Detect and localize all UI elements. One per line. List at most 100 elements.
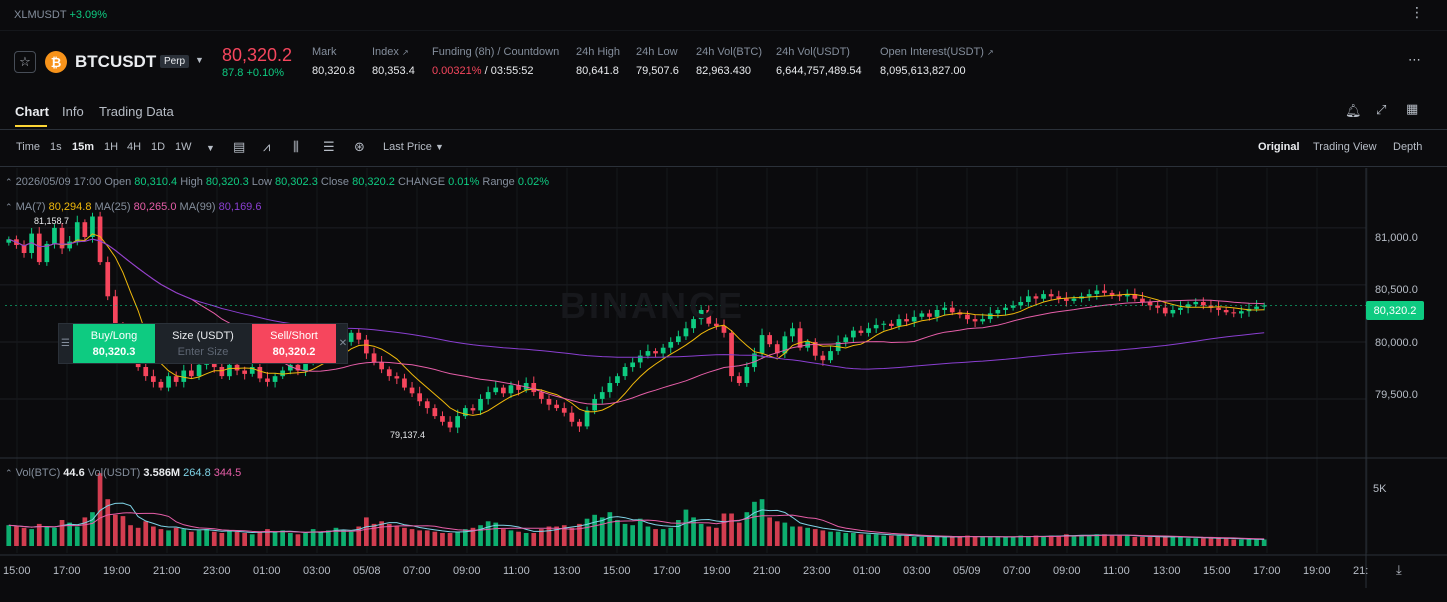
vol-tick-label: 5K <box>1373 483 1387 495</box>
candle-body <box>851 330 856 338</box>
candle-body <box>1239 311 1244 314</box>
candle-body <box>584 410 590 427</box>
view-depth[interactable]: Depth <box>1393 141 1423 153</box>
candle-body <box>379 362 384 370</box>
collapse-icon[interactable]: ⌃ <box>5 202 13 212</box>
candle-body <box>949 307 955 313</box>
interval-1d[interactable]: 1D <box>151 141 166 153</box>
tab-info[interactable]: Info <box>62 104 84 119</box>
candle-body <box>151 376 156 382</box>
interval-15m[interactable]: 15m <box>72 141 95 153</box>
volume-bar <box>1109 535 1115 546</box>
price-type-select[interactable]: Last Price ▼ <box>383 141 444 153</box>
interval-dropdown-icon[interactable]: ▼ <box>206 143 215 153</box>
ohlc-info-row: ⌃ 2026/05/09 17:00 Open 80,310.4 High 80… <box>5 176 549 188</box>
volume-bar <box>896 535 902 546</box>
current-price-tag: 80,320.2 <box>1366 301 1424 320</box>
volume-bar <box>736 522 742 546</box>
volume-bar <box>1041 536 1046 546</box>
candle-body <box>67 241 72 249</box>
collapse-icon[interactable]: ⌃ <box>5 468 13 478</box>
close-icon[interactable]: ✕ <box>338 338 348 349</box>
volume-bar <box>851 533 856 546</box>
view-trading-view[interactable]: Trading View <box>1313 141 1377 153</box>
candle-body <box>227 364 232 377</box>
candle-body <box>295 364 301 371</box>
candles-icon[interactable]: ⫼ <box>293 139 299 154</box>
calendar-icon[interactable]: ▤ <box>233 139 246 154</box>
stat-label: Index <box>372 46 399 58</box>
candle-body <box>1117 295 1122 297</box>
drag-handle-icon[interactable]: ☰ <box>61 338 70 349</box>
candle-body <box>493 387 499 393</box>
x-tick-label: 23:00 <box>203 565 231 577</box>
volume-bar <box>478 525 483 546</box>
candle-body <box>691 319 696 329</box>
interval-1s[interactable]: 1s <box>50 141 62 153</box>
volume-bar <box>379 521 384 546</box>
volume-bar <box>904 535 909 546</box>
candle-body <box>1140 298 1145 302</box>
ma7-line <box>8 233 1265 416</box>
vol-ma1-value: 264.8 <box>183 467 211 479</box>
external-link-icon[interactable]: ↗ <box>986 48 994 57</box>
size-input[interactable]: Size (USDT) Enter Size <box>155 324 251 363</box>
x-tick-label: 05/09 <box>953 565 981 577</box>
interval-4h[interactable]: 4H <box>127 141 142 153</box>
ticker-strip-item[interactable]: XLMUSDT +3.09% <box>14 9 107 21</box>
fullscreen-icon[interactable]: ⤢ <box>1376 102 1387 117</box>
favorite-star-icon[interactable]: ☆ <box>14 51 36 73</box>
candle-body <box>272 376 278 382</box>
x-tick-label: 03:00 <box>303 565 331 577</box>
candle-body <box>1155 305 1160 308</box>
collapse-icon[interactable]: ⌃ <box>5 177 13 187</box>
volume-bar <box>485 521 491 546</box>
candle-body <box>440 416 445 422</box>
external-link-icon[interactable]: ↗ <box>401 48 409 57</box>
candle-body <box>744 367 750 383</box>
stat-label: 24h High <box>576 46 621 58</box>
indicators-icon[interactable]: ☰ <box>323 139 335 154</box>
tab-trading-data[interactable]: Trading Data <box>99 104 174 119</box>
candle-body <box>1185 304 1191 308</box>
candle-body <box>242 370 247 374</box>
vol-ma2-value: 344.5 <box>213 467 242 479</box>
volume-bar <box>774 521 780 546</box>
candle-body <box>501 387 506 394</box>
volume-bar <box>128 525 133 546</box>
tab-chart[interactable]: Chart <box>15 104 49 119</box>
sell-short-button[interactable]: Sell/Short 80,320.2 <box>252 324 336 363</box>
interval-time[interactable]: Time <box>16 141 41 153</box>
bell-icon[interactable]: 🔔︎ <box>1345 103 1362 118</box>
symbol-name[interactable]: BTCUSDT <box>75 52 157 71</box>
candle-body <box>158 381 164 388</box>
ma99-label: MA(99) <box>179 201 216 213</box>
candle-body <box>1018 302 1024 306</box>
stat-value: 79,507.6 <box>636 65 679 77</box>
volume-bar <box>805 527 810 546</box>
view-original[interactable]: Original <box>1258 141 1300 153</box>
candle-body <box>1048 294 1054 297</box>
interval-1h[interactable]: 1H <box>104 141 119 153</box>
candle-body <box>645 351 651 356</box>
vol-btc-label: Vol(BTC) <box>15 467 61 479</box>
candle-body <box>1041 294 1046 299</box>
layout-grid-icon[interactable]: ▦ <box>1406 101 1419 116</box>
volume-bar <box>934 536 940 546</box>
x-tick-label: 03:00 <box>903 565 931 577</box>
symbol-dropdown-icon[interactable]: ▼ <box>195 55 204 65</box>
more-horizontal-icon[interactable]: ⋯ <box>1408 52 1421 67</box>
interval-1w[interactable]: 1W <box>175 141 192 153</box>
volume-bar <box>653 529 658 546</box>
divider <box>0 166 1447 167</box>
volume-bar <box>1003 536 1008 546</box>
funding-rate: 0.00321% <box>432 65 482 77</box>
line-chart-icon[interactable]: ⩘ <box>263 139 271 154</box>
candlestick-chart[interactable] <box>0 168 1447 588</box>
buy-long-button[interactable]: Buy/Long 80,320.3 <box>73 324 155 363</box>
y-tick-label: 81,000.0 <box>1375 232 1418 244</box>
settings-icon[interactable]: ⊛ <box>354 139 365 154</box>
more-vertical-icon[interactable]: ⋮ <box>1410 4 1424 20</box>
reset-scale-icon[interactable]: ⤓ <box>1396 562 1402 577</box>
volume-bar <box>1178 536 1183 546</box>
